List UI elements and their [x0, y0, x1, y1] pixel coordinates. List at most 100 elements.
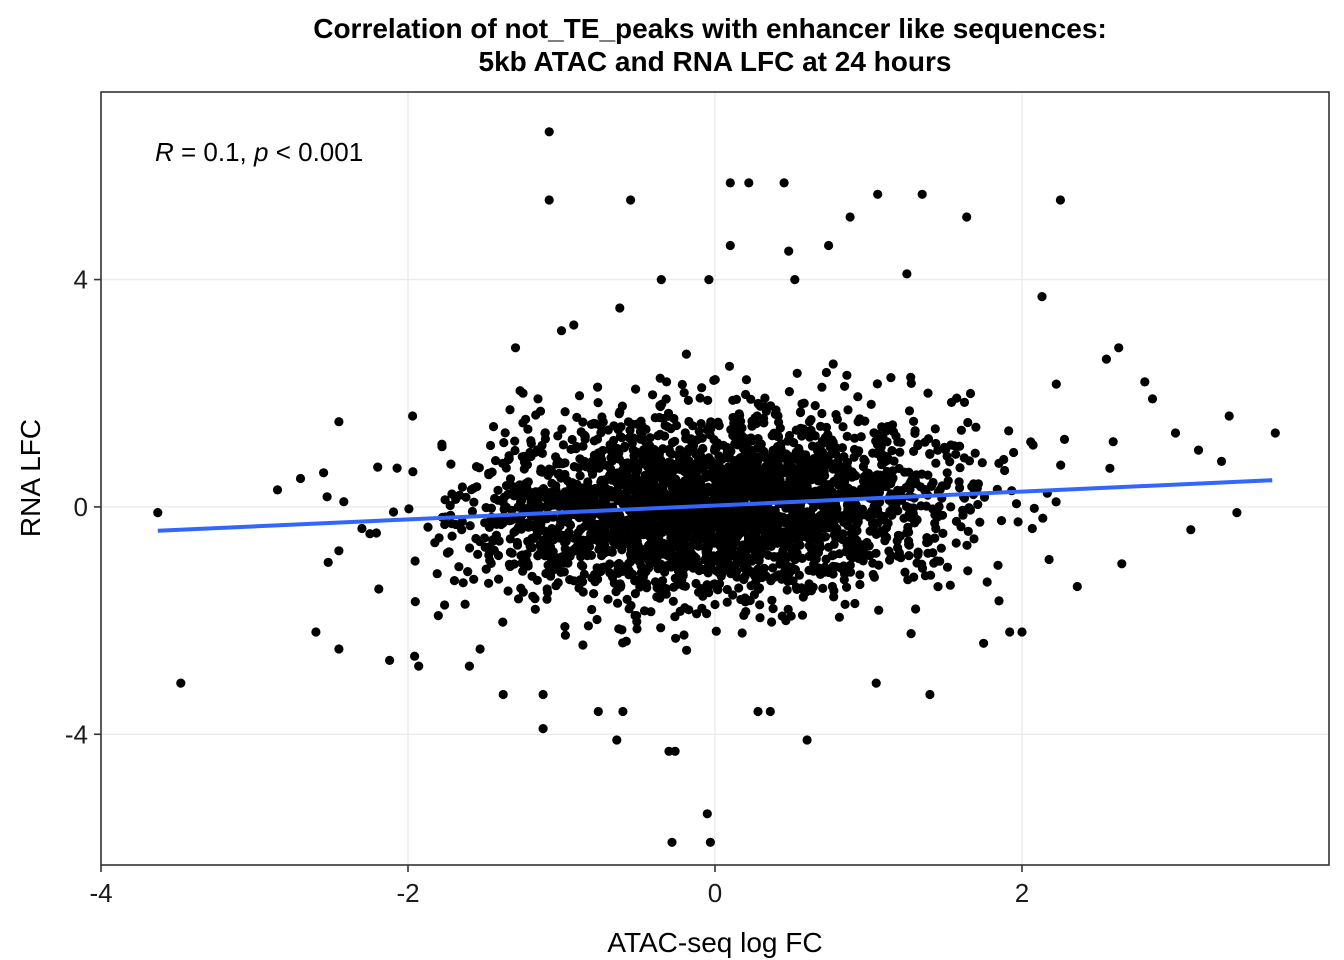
- data-point: [755, 551, 765, 561]
- data-point: [563, 476, 573, 486]
- data-point: [724, 361, 735, 371]
- data-point: [583, 621, 594, 631]
- data-point: [319, 468, 329, 478]
- data-point: [779, 178, 789, 188]
- data-point: [962, 540, 972, 550]
- data-point: [575, 471, 585, 481]
- data-point: [622, 463, 632, 473]
- data-point: [758, 468, 768, 478]
- data-point: [687, 489, 698, 499]
- data-point: [1029, 503, 1039, 513]
- data-point: [703, 395, 713, 405]
- data-point: [697, 383, 707, 393]
- data-point: [713, 538, 724, 548]
- data-point: [762, 484, 772, 494]
- data-point: [679, 388, 689, 398]
- data-point: [962, 212, 972, 222]
- data-point: [808, 467, 818, 477]
- data-point: [754, 583, 765, 593]
- data-point: [644, 461, 654, 471]
- data-point: [680, 581, 691, 591]
- data-point: [479, 533, 490, 543]
- data-point: [176, 678, 186, 688]
- data-point: [458, 578, 468, 588]
- data-point: [977, 458, 987, 468]
- data-point: [813, 548, 824, 558]
- data-point: [488, 536, 498, 546]
- data-point: [544, 195, 554, 205]
- data-point: [696, 584, 706, 594]
- data-point: [554, 468, 564, 478]
- data-point: [729, 431, 739, 441]
- data-point: [741, 478, 752, 488]
- data-point: [767, 595, 777, 605]
- data-point: [433, 611, 443, 621]
- data-point: [902, 269, 912, 279]
- data-point: [591, 419, 601, 429]
- data-point: [951, 449, 961, 459]
- data-point: [572, 532, 582, 542]
- data-point: [560, 630, 571, 640]
- annotation-r-symbol: R: [155, 137, 174, 167]
- annotation-p-text: < 0.001: [268, 137, 363, 167]
- data-point: [334, 546, 344, 556]
- data-point: [530, 604, 540, 614]
- data-point: [850, 598, 860, 609]
- data-point: [593, 382, 603, 392]
- data-point: [596, 477, 606, 487]
- data-point: [838, 535, 848, 545]
- data-point: [632, 624, 642, 634]
- data-point: [672, 479, 682, 489]
- data-point: [928, 548, 938, 558]
- data-point: [357, 523, 367, 534]
- data-point: [767, 617, 777, 627]
- data-point: [552, 459, 562, 469]
- data-point: [592, 563, 602, 573]
- data-point: [608, 490, 618, 500]
- data-point: [784, 387, 795, 397]
- data-point: [503, 489, 513, 499]
- data-point: [578, 561, 588, 571]
- data-point: [661, 459, 671, 469]
- data-point: [930, 533, 940, 543]
- data-point: [1117, 559, 1127, 569]
- data-point: [656, 623, 666, 633]
- data-point: [917, 559, 927, 569]
- data-point: [852, 526, 862, 536]
- data-point: [973, 479, 984, 489]
- data-point: [597, 412, 607, 422]
- data-point: [1216, 456, 1227, 466]
- data-point: [515, 386, 525, 396]
- data-point: [955, 463, 965, 473]
- data-point: [684, 416, 694, 427]
- data-point: [498, 617, 508, 627]
- data-point: [840, 381, 850, 391]
- data-point: [480, 542, 490, 552]
- data-point: [513, 502, 523, 512]
- data-point: [906, 378, 916, 388]
- data-point: [541, 502, 552, 512]
- data-point: [432, 569, 442, 579]
- data-point: [652, 557, 663, 567]
- data-point: [408, 467, 418, 477]
- data-point: [501, 481, 512, 491]
- data-point: [905, 512, 915, 523]
- data-point: [809, 559, 819, 569]
- data-point: [753, 434, 763, 444]
- data-point: [661, 394, 671, 404]
- data-point: [601, 493, 612, 503]
- data-point: [510, 436, 520, 446]
- data-point: [484, 470, 494, 480]
- data-point: [863, 468, 874, 478]
- data-point: [518, 418, 528, 428]
- data-point: [505, 474, 516, 484]
- data-point: [843, 405, 853, 415]
- data-point: [339, 497, 349, 507]
- data-point: [959, 453, 969, 463]
- data-point: [484, 578, 494, 588]
- data-point: [506, 515, 516, 525]
- data-point: [1013, 517, 1023, 527]
- data-point: [518, 587, 528, 597]
- data-point: [500, 428, 510, 438]
- data-point: [761, 406, 771, 416]
